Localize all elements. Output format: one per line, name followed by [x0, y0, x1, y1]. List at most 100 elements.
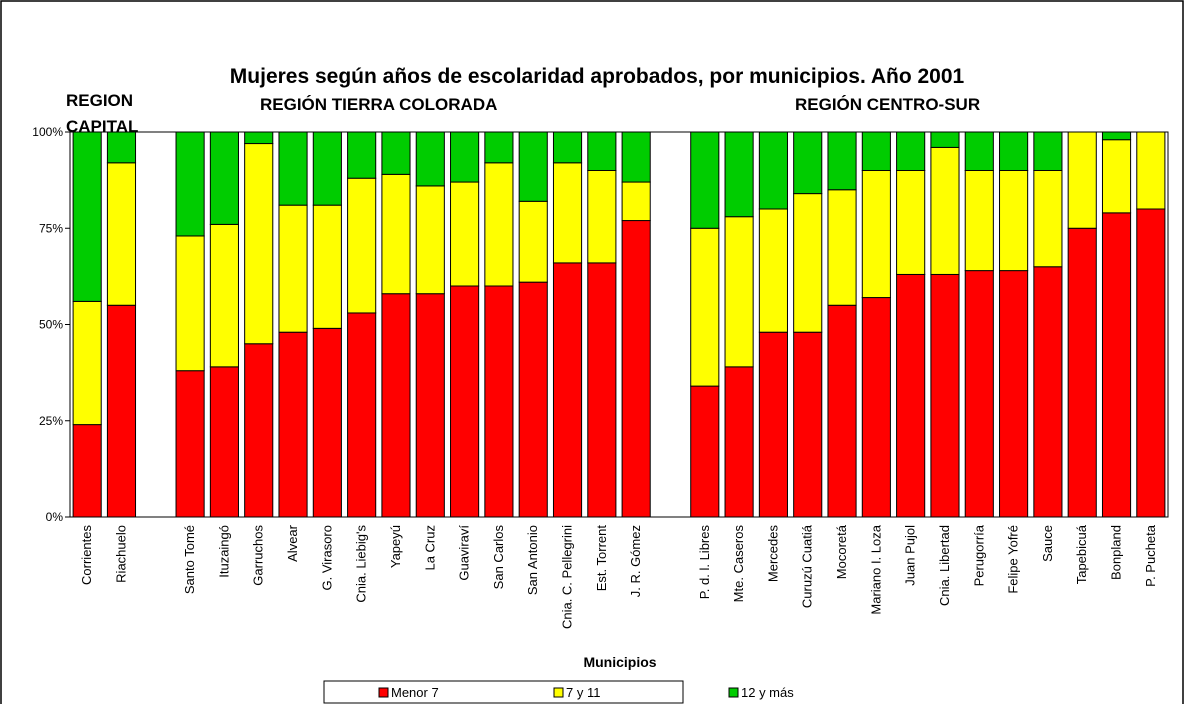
bar-segment	[999, 170, 1029, 272]
bar-segment	[621, 181, 651, 222]
bar-segment	[552, 131, 583, 164]
bar-segment	[518, 281, 548, 518]
bar-segment	[587, 170, 617, 264]
bar-segment	[827, 304, 857, 518]
x-tick-label: San Carlos	[491, 525, 506, 590]
bar-segment	[278, 204, 308, 333]
bar-segment	[415, 131, 445, 187]
legend-label: 12 y más	[741, 685, 794, 700]
bar-segment	[1033, 170, 1063, 268]
bar-segment	[106, 162, 137, 306]
bar-segment	[415, 293, 445, 518]
bar-segment	[484, 162, 514, 287]
x-tick-label: Juan Pujol	[903, 525, 918, 586]
x-tick-label: J. R. Gómez	[628, 525, 643, 597]
x-tick-label: P. d. l. Libres	[697, 525, 712, 600]
x-tick-label: Cnia. Libertad	[937, 525, 952, 606]
bar-segment	[861, 170, 891, 299]
x-tick-label: La Cruz	[422, 525, 437, 571]
x-tick-label: Est. Torrent	[594, 525, 609, 592]
bar-segment	[1067, 131, 1097, 229]
bar-segment	[552, 262, 583, 518]
x-tick-label: G. Virasoro	[319, 525, 334, 591]
bar-segment	[930, 131, 960, 148]
bar-segment	[930, 146, 960, 275]
region-label: REGIÓN TIERRA COLORADA	[260, 95, 498, 114]
bar-segment	[209, 223, 239, 368]
bar-segment	[106, 131, 137, 164]
bar-segment	[690, 131, 720, 229]
bar-segment	[209, 366, 239, 518]
bar-segment	[724, 216, 754, 368]
bar-segment	[861, 131, 891, 171]
bar-segment	[896, 273, 926, 518]
bar-segment	[724, 366, 754, 518]
bar-segment	[72, 131, 102, 302]
bar-segment	[450, 181, 480, 287]
bar-segment	[1136, 131, 1166, 210]
chart-title: Mujeres según años de escolaridad aproba…	[230, 65, 965, 88]
bar-segment	[827, 131, 857, 191]
x-tick-label: Cnia. C. Pellegrini	[560, 525, 575, 629]
bar-segment	[690, 227, 720, 387]
bar-segment	[621, 131, 651, 183]
bar-segment	[758, 131, 788, 210]
bar-segment	[1067, 227, 1097, 518]
y-tick-label: 50%	[39, 318, 63, 332]
bar-segment	[278, 331, 308, 518]
bar-segment	[758, 331, 788, 518]
bar-segment	[450, 285, 480, 518]
bar-segment	[964, 170, 994, 272]
region-label: REGIÓN CENTRO-SUR	[795, 95, 981, 114]
bar-segment	[312, 131, 342, 206]
bar-segment	[278, 131, 308, 206]
legend-swatch	[378, 687, 389, 698]
x-tick-label: Yapeyú	[388, 525, 403, 568]
bar-segment	[415, 185, 445, 295]
x-tick-label: Riachuelo	[113, 525, 128, 583]
x-tick-label: Cnia. Liebig's	[354, 525, 369, 603]
bar-segment	[587, 262, 617, 518]
bar-segment	[793, 131, 823, 195]
legend-label: Menor 7	[391, 685, 439, 700]
bar-segment	[381, 131, 411, 175]
bar-segment	[1033, 266, 1063, 518]
bar-segment	[72, 424, 102, 518]
bar-segment	[964, 270, 994, 518]
bar-segment	[964, 131, 994, 171]
x-tick-label: Alvear	[285, 524, 300, 562]
y-tick-label: 100%	[32, 125, 63, 139]
y-tick-label: 25%	[39, 414, 63, 428]
bar-segment	[244, 131, 274, 145]
y-tick-label: 0%	[46, 510, 64, 524]
bar-segment	[484, 131, 514, 164]
x-tick-label: Perugorría	[971, 524, 986, 586]
x-tick-label: Curuzú Cuatiá	[800, 524, 815, 608]
bar-segment	[793, 331, 823, 518]
x-tick-label: San Antonio	[525, 525, 540, 595]
bar-segment	[244, 143, 274, 345]
bar-segment	[861, 297, 891, 518]
bar-segment	[518, 200, 548, 283]
bar-segment	[930, 273, 960, 518]
x-tick-label: Santo Tomé	[182, 525, 197, 594]
x-tick-label: Mocoretá	[834, 524, 849, 579]
bar-segment	[690, 385, 720, 518]
bar-segment	[381, 293, 411, 518]
bar-segment	[587, 131, 617, 171]
bar-segment	[312, 204, 342, 329]
x-tick-label: Guaviraví	[457, 525, 472, 581]
x-tick-label: Ituzaingó	[216, 525, 231, 578]
bar-segment	[175, 370, 205, 518]
bar-segment	[518, 131, 548, 202]
bar-segment	[999, 270, 1029, 518]
bar-segment	[1136, 208, 1166, 518]
bar-segment	[175, 131, 205, 237]
bar-segment	[1033, 131, 1063, 171]
bar-segment	[1101, 139, 1132, 214]
x-tick-label: Garruchos	[251, 525, 266, 586]
x-tick-label: Corrientes	[79, 525, 94, 585]
